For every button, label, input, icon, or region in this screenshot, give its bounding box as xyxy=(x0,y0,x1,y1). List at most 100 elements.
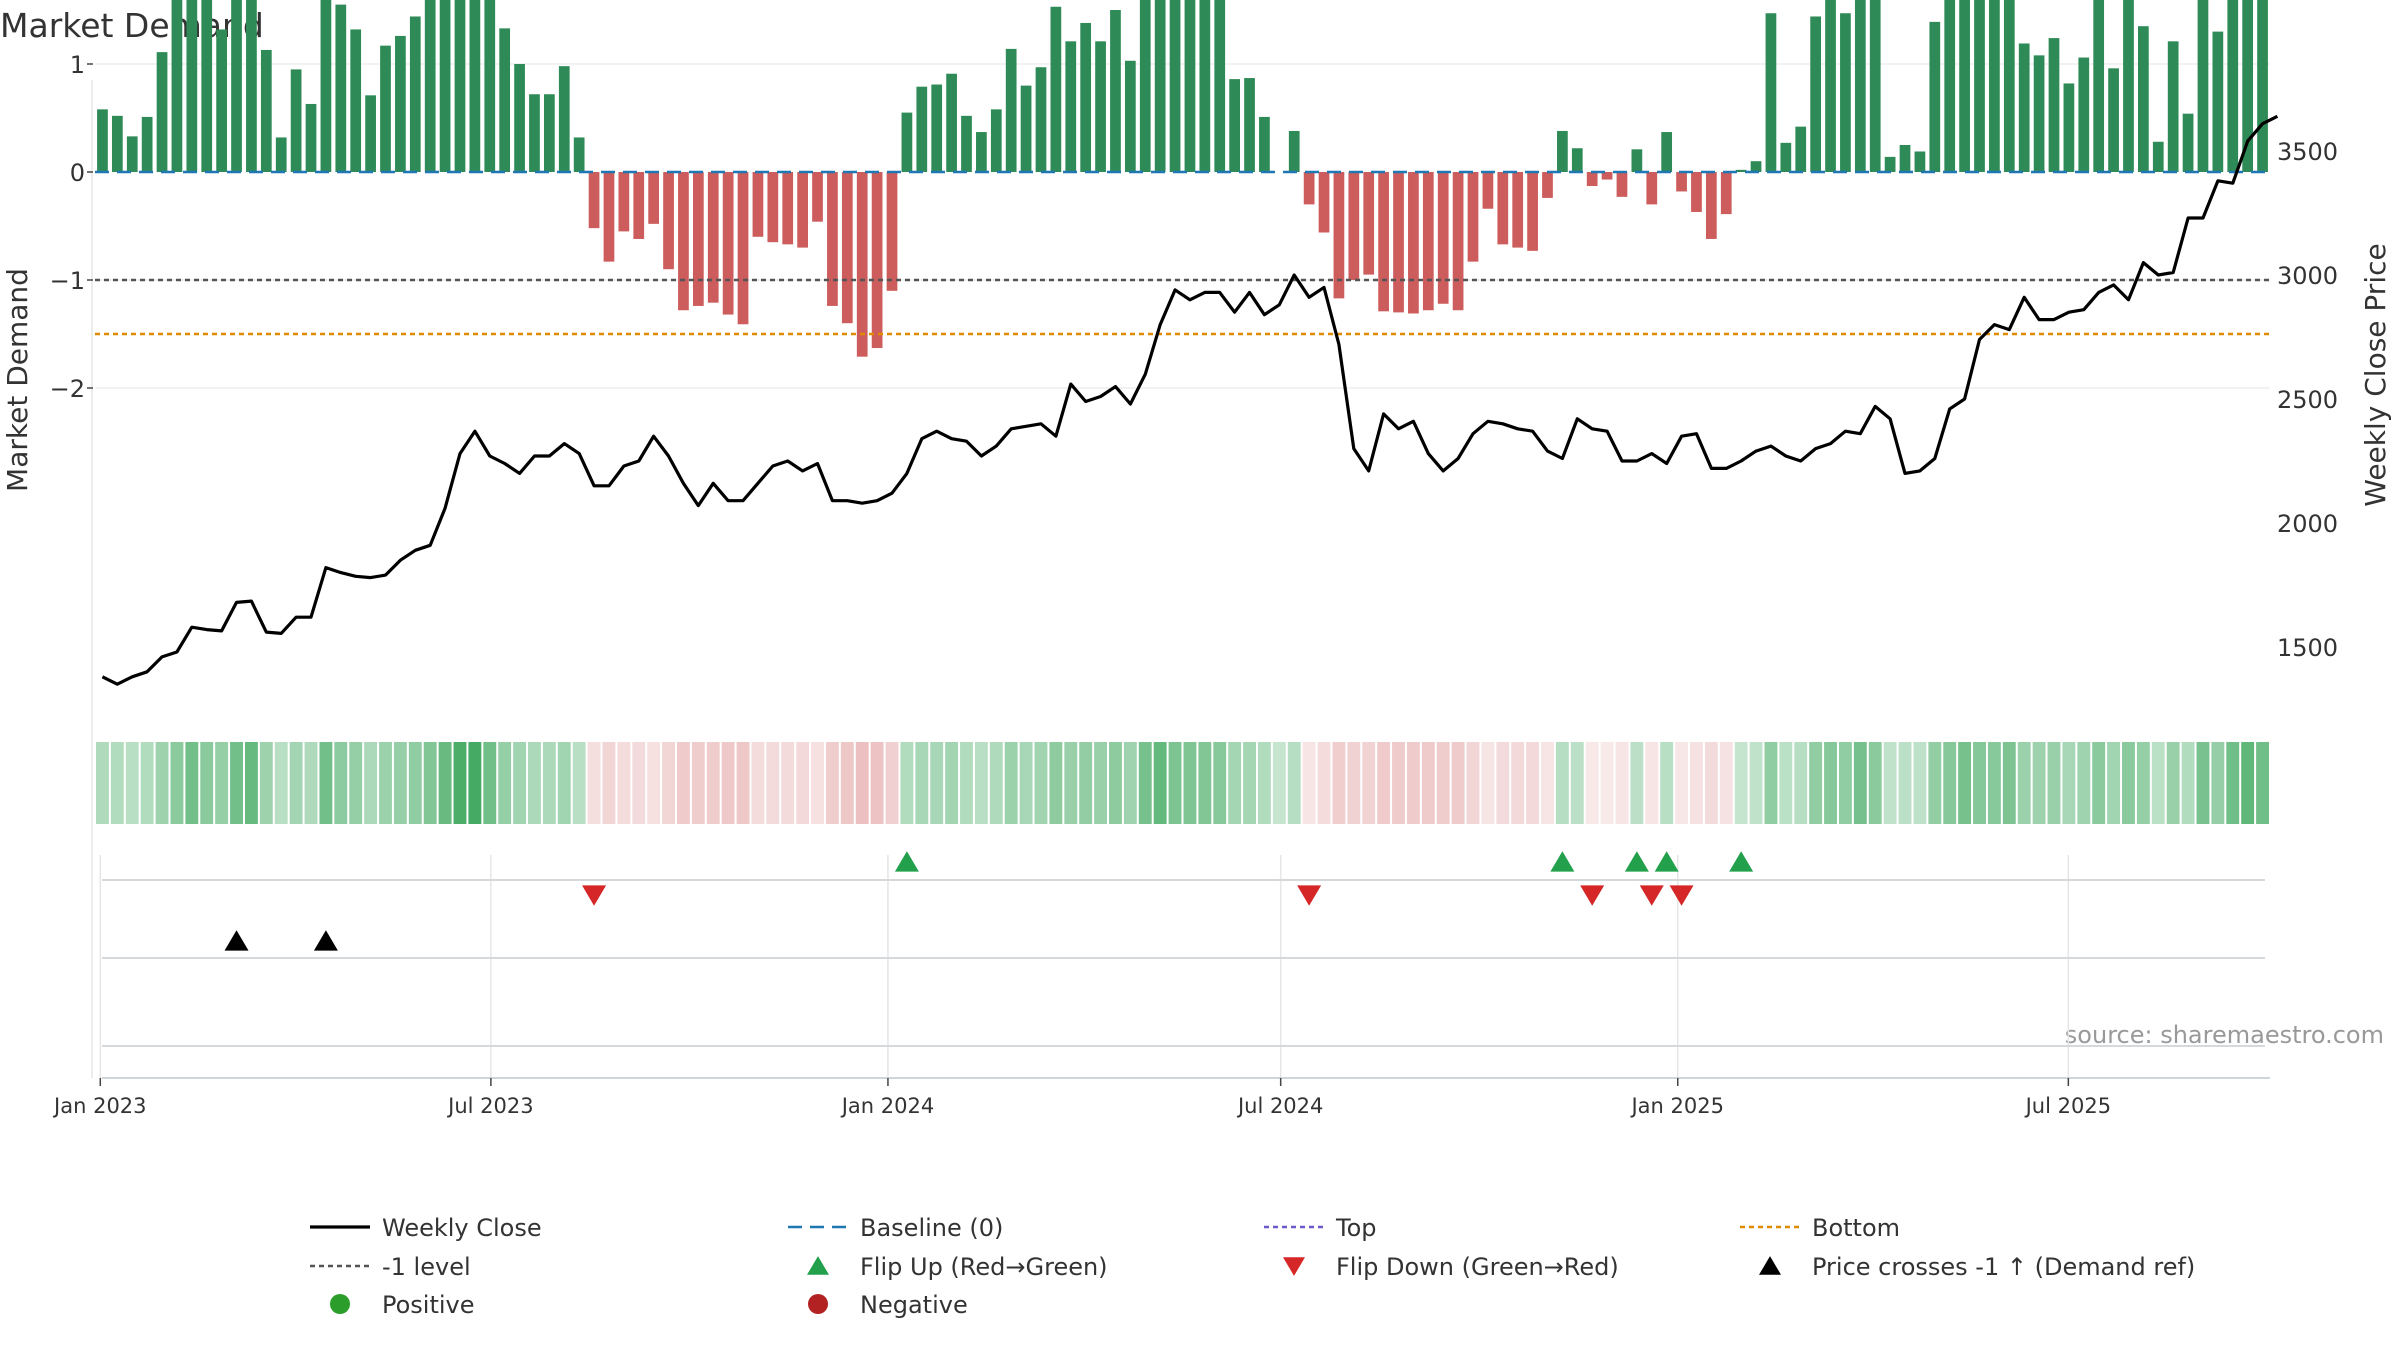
demand-bar xyxy=(1810,16,1821,173)
y2-tick-label: 2500 xyxy=(2277,386,2338,414)
demand-bar xyxy=(678,172,689,311)
legend-label: Flip Up (Red→Green) xyxy=(860,1253,1108,1281)
demand-bar xyxy=(692,172,704,306)
heat-strip-cell xyxy=(542,742,556,824)
heat-strip-cell xyxy=(304,742,318,824)
flip-down-marker xyxy=(1639,885,1664,906)
demand-bar xyxy=(320,0,332,172)
demand-bar xyxy=(603,172,615,262)
demand-bar xyxy=(1348,172,1360,280)
heat-strip-cell xyxy=(2226,742,2240,824)
legend-symbol-triangle-up xyxy=(807,1256,829,1275)
source-label: source: sharemaestro.com xyxy=(2065,1021,2384,1049)
heat-strip-cell xyxy=(2092,742,2106,824)
demand-bar xyxy=(1840,13,1851,172)
legend-label: Flip Down (Green→Red) xyxy=(1336,1253,1619,1281)
demand-bar xyxy=(1229,79,1241,172)
demand-bar xyxy=(141,116,153,172)
x-tick-label: Jul 2025 xyxy=(2024,1094,2111,1118)
heat-strip-cell xyxy=(110,742,124,824)
demand-bar xyxy=(2182,113,2194,172)
heat-strip-cell xyxy=(1809,742,1823,824)
demand-bar xyxy=(1557,130,1568,172)
heat-strip-cell xyxy=(1243,742,1256,824)
heat-strip-cell xyxy=(319,742,333,824)
legend-label: Price crosses -1 ↑ (Demand ref) xyxy=(1812,1253,2195,1281)
demand-bar xyxy=(1184,0,1196,173)
heat-strip-cell xyxy=(1213,742,1227,824)
legend-symbol-triangle-down xyxy=(1283,1257,1305,1276)
y2-tick-label: 2000 xyxy=(2277,510,2338,538)
x-tick-label: Jan 2025 xyxy=(1629,1094,1724,1118)
heat-strip-cell xyxy=(1079,742,1093,824)
demand-bar xyxy=(916,86,928,172)
demand-bar xyxy=(1110,10,1121,172)
heat-strip-cell xyxy=(1719,742,1733,824)
heat-strip-cell xyxy=(900,742,914,824)
demand-bar xyxy=(707,172,719,303)
heat-strip-cell xyxy=(1049,742,1063,824)
heat-strip-cell xyxy=(140,742,154,824)
heat-strip-cell xyxy=(1526,742,1540,824)
heat-strip-cell xyxy=(1257,742,1271,824)
heat-strip-cell xyxy=(1377,742,1391,824)
heat-strip-cell xyxy=(1987,742,2001,824)
heat-strip-cell xyxy=(855,742,869,824)
demand-bar xyxy=(782,172,794,245)
demand-bar xyxy=(469,0,481,173)
heat-strip-cell xyxy=(1481,742,1495,824)
demand-bar xyxy=(1333,172,1345,299)
demand-bar xyxy=(1631,149,1643,172)
heat-strip-cell xyxy=(751,742,765,824)
demand-bar xyxy=(439,0,451,173)
demand-bar xyxy=(499,28,511,172)
x-tick-label: Jul 2023 xyxy=(446,1094,533,1118)
heat-strip-cell xyxy=(1198,742,1212,824)
demand-bar xyxy=(260,49,272,172)
demand-bar xyxy=(1854,0,1866,172)
heat-strip-cell xyxy=(1362,742,1376,824)
demand-bar xyxy=(1750,161,1762,172)
demand-bar xyxy=(350,29,362,172)
heat-strip-cell xyxy=(2107,742,2121,824)
heat-strip-cell xyxy=(423,742,437,824)
demand-bar xyxy=(380,45,391,172)
demand-bar xyxy=(2063,83,2075,172)
demand-bar xyxy=(1452,172,1464,311)
heat-strip-cell xyxy=(1883,742,1897,824)
flip-up-marker xyxy=(894,851,919,872)
demand-bar xyxy=(1139,0,1151,172)
demand-bar xyxy=(558,66,570,172)
heat-strip-cell xyxy=(1898,742,1912,824)
heat-strip-cell xyxy=(1704,742,1718,824)
demand-bar xyxy=(901,112,913,172)
demand-bar xyxy=(961,115,972,172)
heat-strip-cell xyxy=(1228,742,1242,824)
heat-strip-cell xyxy=(215,742,229,824)
heat-strip-cell xyxy=(289,742,303,824)
demand-bar xyxy=(1542,172,1553,198)
demand-bar xyxy=(1944,0,1956,173)
heat-strip-cell xyxy=(870,742,884,824)
heat-strip-cell xyxy=(1347,742,1361,824)
demand-bar xyxy=(2138,26,2149,173)
heat-strip-cell xyxy=(587,742,601,824)
legend-symbol-circle xyxy=(330,1294,350,1314)
demand-bar xyxy=(1601,172,1613,180)
demand-bar xyxy=(1482,172,1494,209)
demand-bar xyxy=(1169,0,1181,172)
demand-bar xyxy=(1676,172,1687,192)
demand-bar xyxy=(529,94,540,172)
heat-strip-cell xyxy=(349,742,363,824)
demand-bar xyxy=(1437,172,1449,304)
demand-bar xyxy=(1124,60,1136,173)
y2-tick-label: 3500 xyxy=(2277,138,2338,166)
demand-bar xyxy=(335,4,347,172)
heat-strip-cell xyxy=(840,742,854,824)
heat-strip-cell xyxy=(96,742,109,824)
demand-bar xyxy=(2257,0,2268,172)
heat-strip-cell xyxy=(1630,742,1644,824)
heat-strip-cell xyxy=(2151,742,2165,824)
heat-strip-cell xyxy=(1332,742,1346,824)
heat-strip-cell xyxy=(1034,742,1048,824)
